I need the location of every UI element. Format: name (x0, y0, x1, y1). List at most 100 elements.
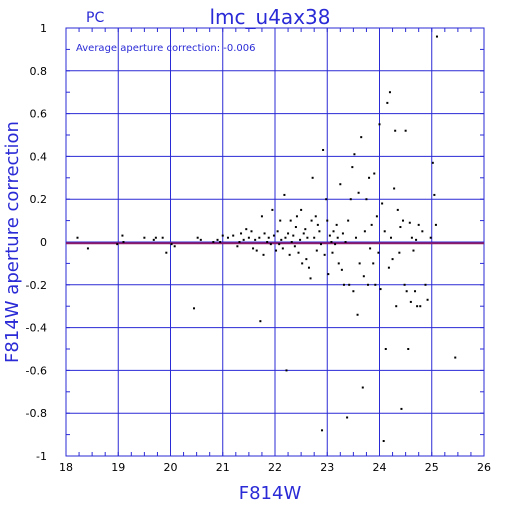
data-point (381, 202, 384, 205)
data-point (409, 300, 412, 303)
data-points (76, 35, 457, 443)
data-point (260, 215, 263, 218)
data-point (377, 251, 380, 254)
data-point (410, 236, 413, 239)
data-point (326, 219, 329, 222)
data-point (288, 253, 291, 256)
data-point (402, 219, 405, 222)
data-point (76, 236, 79, 239)
chart-title: lmc_u4ax38 (210, 5, 331, 29)
data-point (310, 219, 313, 222)
data-point (161, 236, 164, 239)
data-point (318, 230, 321, 233)
data-point (419, 305, 422, 308)
data-point (250, 230, 253, 233)
y-tick-label: -1 (36, 450, 47, 463)
data-point (289, 219, 292, 222)
data-point (388, 91, 391, 94)
data-point (408, 221, 411, 224)
data-point (247, 236, 250, 239)
data-point (433, 193, 436, 196)
data-point (280, 238, 283, 241)
data-point (143, 236, 146, 239)
data-point (300, 208, 303, 211)
y-tick-labels: 1 0.8 0.6 0.4 0.2 0 -0.2 -0.4 -0.6 -0.8 -1 (26, 22, 47, 463)
data-point (356, 313, 359, 316)
data-point (242, 238, 245, 241)
data-point (301, 262, 304, 265)
data-point (341, 232, 344, 235)
data-point (315, 249, 318, 252)
data-point (358, 262, 361, 265)
data-point (398, 251, 401, 254)
data-point (434, 223, 437, 226)
data-point (370, 223, 373, 226)
data-point (232, 234, 235, 237)
data-point (293, 245, 296, 248)
data-point (339, 183, 342, 186)
data-point (349, 198, 352, 201)
data-point (415, 238, 418, 241)
data-point (152, 238, 155, 241)
data-point (323, 253, 326, 256)
data-point (272, 234, 275, 237)
x-axis-label: F814W (239, 483, 302, 504)
data-point (426, 298, 429, 301)
data-point (340, 268, 343, 271)
x-tick-label: 25 (425, 461, 439, 474)
data-point (221, 234, 224, 237)
data-point (332, 230, 335, 233)
data-point (386, 101, 389, 104)
data-point (331, 251, 334, 254)
data-point (379, 288, 382, 291)
data-point (283, 193, 286, 196)
data-point (285, 369, 288, 372)
data-point (258, 236, 261, 239)
data-point (400, 407, 403, 410)
data-point (311, 176, 314, 179)
y-tick-label: 0.2 (30, 193, 48, 206)
data-point (417, 223, 420, 226)
data-point (357, 191, 360, 194)
data-point (342, 283, 345, 286)
data-point (212, 241, 215, 243)
data-point (399, 226, 402, 229)
data-point (196, 236, 199, 239)
data-point (431, 161, 434, 164)
data-point (389, 236, 392, 239)
data-point (259, 320, 262, 323)
data-point (372, 262, 375, 265)
data-point (382, 440, 385, 443)
data-point (421, 230, 424, 233)
data-point (290, 241, 293, 243)
y-tick-label: 0.4 (30, 150, 48, 163)
data-point (294, 226, 297, 229)
data-point (306, 236, 309, 239)
data-point (384, 348, 387, 350)
chart-subtitle: PC (86, 10, 104, 26)
data-point (405, 290, 408, 293)
data-point (245, 228, 248, 231)
data-point (396, 208, 399, 211)
data-point (281, 247, 284, 250)
data-point (387, 266, 390, 269)
data-point (304, 228, 307, 231)
data-point (321, 429, 324, 432)
data-point (314, 215, 317, 218)
data-point (334, 243, 337, 246)
data-point (391, 258, 394, 261)
data-point (328, 234, 331, 237)
data-point (305, 258, 308, 261)
y-tick-label: 1 (40, 22, 47, 35)
data-point (383, 230, 386, 233)
data-point (287, 232, 290, 235)
data-point (309, 277, 312, 280)
data-point (360, 136, 363, 139)
data-point (116, 243, 119, 246)
data-point (226, 236, 229, 239)
data-point (238, 241, 241, 243)
data-point (173, 245, 176, 248)
data-point (255, 249, 258, 252)
data-point (404, 129, 407, 132)
